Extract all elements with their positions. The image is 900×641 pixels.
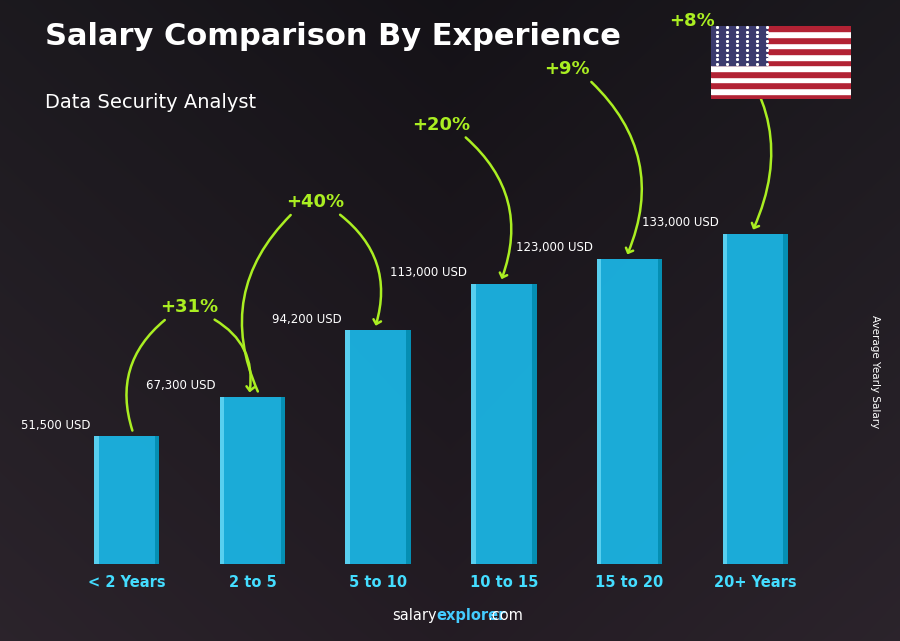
Text: Average Yearly Salary: Average Yearly Salary (869, 315, 880, 428)
Text: +31%: +31% (160, 298, 219, 316)
Bar (711, 71, 850, 77)
Bar (723, 234, 788, 564)
Text: 67,300 USD: 67,300 USD (147, 379, 216, 392)
Bar (711, 43, 850, 48)
Bar (711, 37, 850, 43)
Bar (711, 82, 850, 88)
Bar (597, 259, 601, 564)
Bar (597, 259, 662, 564)
Bar (220, 397, 285, 564)
Bar (711, 65, 850, 71)
Text: +8%: +8% (670, 12, 716, 30)
Bar (711, 77, 850, 82)
Bar (155, 437, 159, 564)
Text: +9%: +9% (544, 60, 590, 78)
Text: explorer: explorer (436, 608, 506, 623)
Bar (346, 330, 410, 564)
Bar (472, 284, 536, 564)
Bar (711, 54, 850, 60)
Text: .com: .com (487, 608, 523, 623)
Bar (711, 48, 850, 54)
Bar (711, 26, 767, 65)
Text: 51,500 USD: 51,500 USD (21, 419, 90, 431)
Bar (711, 31, 850, 37)
Text: Data Security Analyst: Data Security Analyst (45, 93, 256, 112)
Text: 113,000 USD: 113,000 USD (391, 266, 467, 279)
Text: +40%: +40% (286, 193, 345, 211)
Bar (406, 330, 410, 564)
Bar (711, 94, 850, 99)
Bar (281, 397, 285, 564)
Bar (711, 88, 850, 94)
Text: salary: salary (392, 608, 436, 623)
Bar (220, 397, 224, 564)
Bar (711, 26, 850, 31)
Bar (723, 234, 727, 564)
Bar (783, 234, 788, 564)
Bar (94, 437, 159, 564)
Bar (711, 60, 850, 65)
Bar (346, 330, 350, 564)
Text: 94,200 USD: 94,200 USD (272, 313, 342, 326)
Bar (472, 284, 476, 564)
Bar (658, 259, 662, 564)
Bar (532, 284, 536, 564)
Text: 133,000 USD: 133,000 USD (642, 217, 719, 229)
Text: 123,000 USD: 123,000 USD (516, 241, 593, 254)
Text: Salary Comparison By Experience: Salary Comparison By Experience (45, 22, 621, 51)
Bar (94, 437, 99, 564)
Text: +20%: +20% (412, 115, 470, 134)
